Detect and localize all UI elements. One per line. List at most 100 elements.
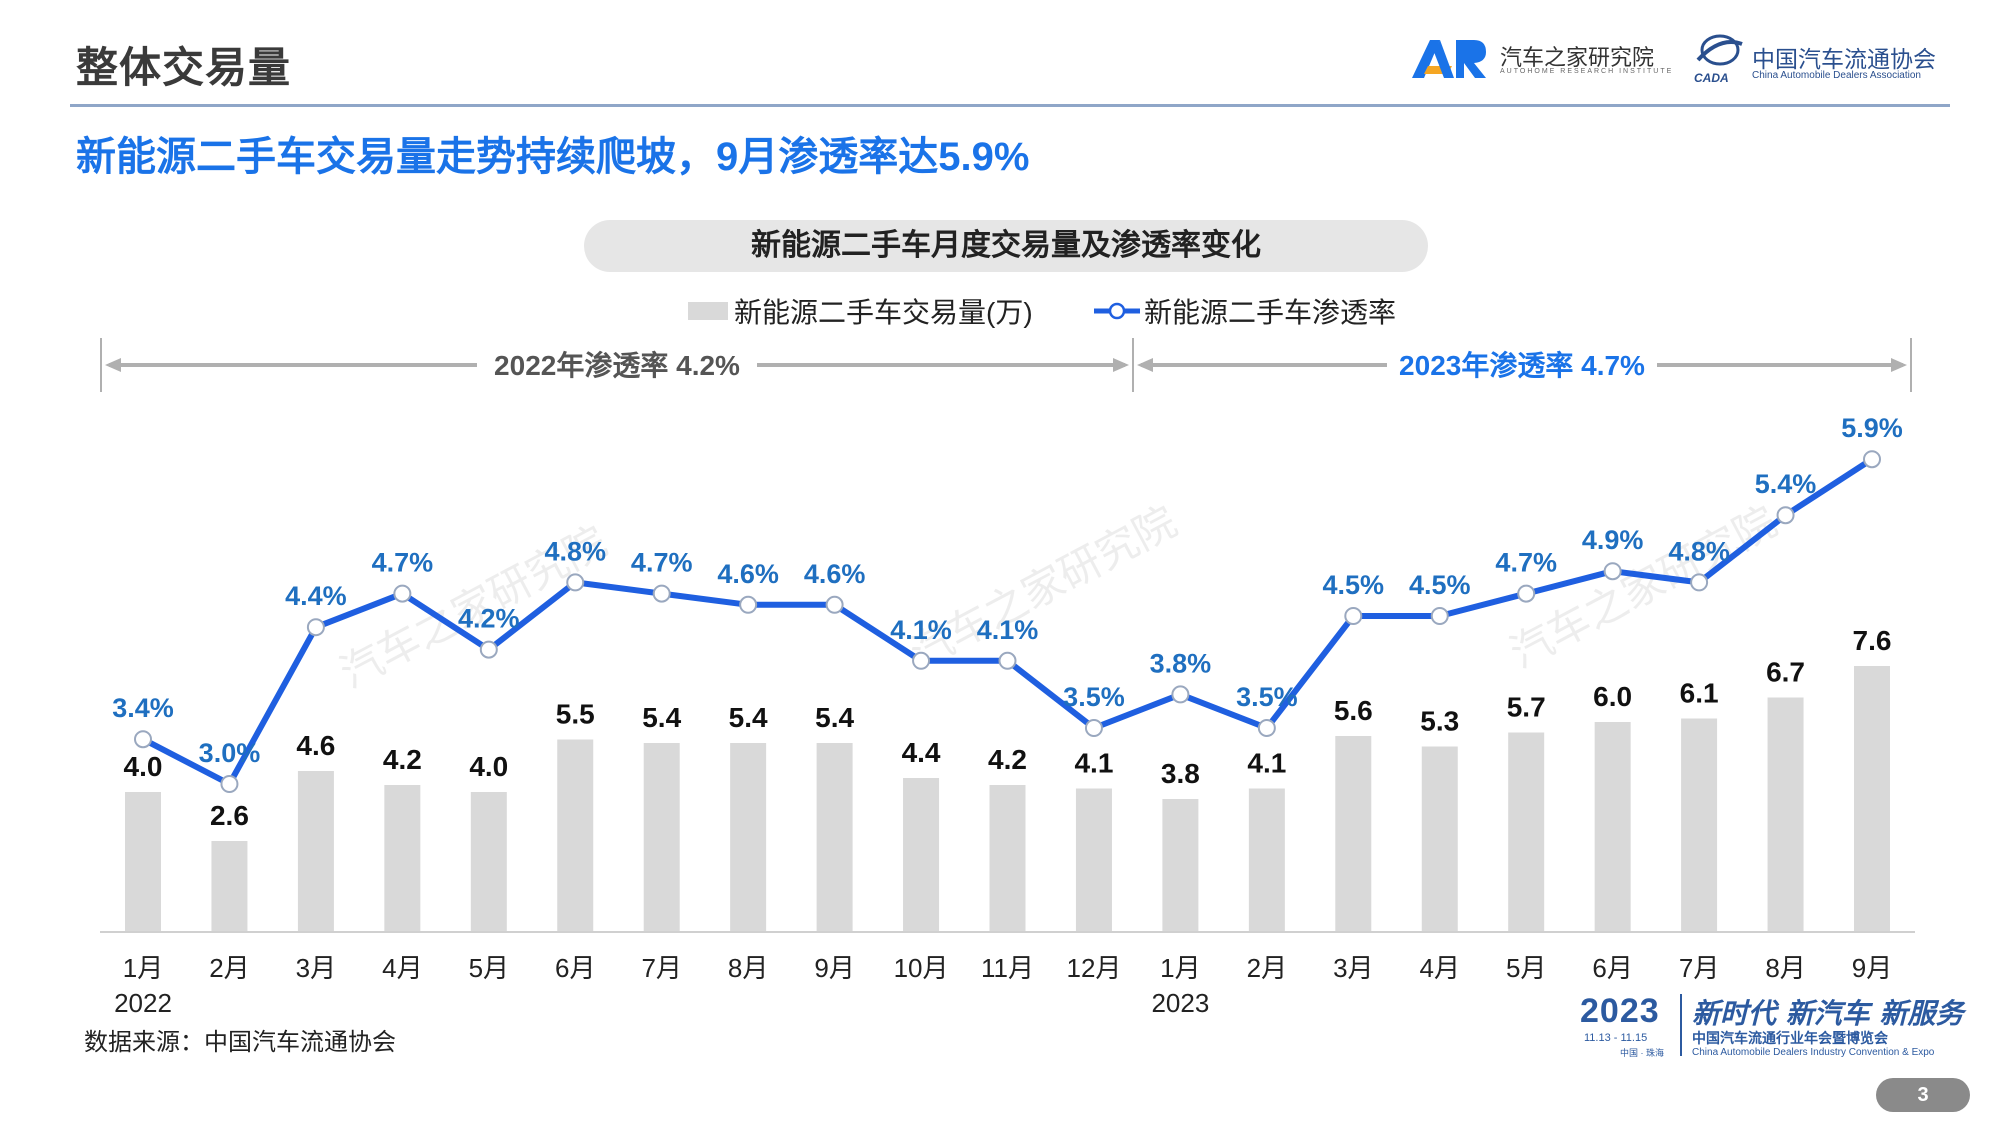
convention-slogan: 2023 11.13 - 11.15 中国 · 珠海 新时代 新汽车 新服务 中… — [1580, 992, 1980, 1062]
penetration-rate-point — [566, 573, 585, 592]
slogan-place: 中国 · 珠海 — [1620, 1048, 1664, 1058]
penetration-rate-label: 3.0% — [199, 738, 261, 768]
penetration-rate-point — [739, 595, 758, 614]
data-source-note: 数据来源：中国汽车流通协会 — [84, 1029, 396, 1056]
volume-bar — [816, 743, 853, 932]
legend-line-marker — [1108, 302, 1126, 320]
volume-bar — [1508, 732, 1545, 932]
penetration-rate-point — [1084, 719, 1103, 737]
penetration-rate-point — [825, 595, 844, 614]
volume-bar-label: 5.6 — [1334, 695, 1373, 726]
penetration-rate-label: 5.9% — [1841, 413, 1903, 443]
x-tick-label: 6月 — [1592, 953, 1632, 983]
slogan-separator — [1680, 994, 1682, 1056]
slogan-english: China Automobile Dealers Industry Conven… — [1692, 1047, 1935, 1058]
x-tick-label: 3月 — [296, 953, 336, 983]
volume-bar — [643, 743, 680, 932]
volume-bar — [1854, 666, 1890, 932]
x-tick-label: 6月 — [555, 953, 595, 983]
volume-bar — [1162, 799, 1199, 932]
penetration-rate-label: 4.7% — [1495, 548, 1557, 578]
x-year-label: 2022 — [114, 988, 172, 1018]
volume-bar — [1335, 736, 1372, 932]
penetration-rate-label: 5.4% — [1755, 469, 1817, 499]
penetration-rate-label: 3.5% — [1236, 682, 1298, 712]
penetration-rate-point — [1171, 685, 1190, 704]
volume-bar — [903, 778, 940, 932]
x-tick-label: 10月 — [894, 953, 949, 983]
penetration-rate-label: 3.8% — [1150, 648, 1212, 678]
ar-logo-mark-icon — [1412, 40, 1486, 78]
volume-bar — [297, 771, 334, 932]
penetration-rate-point — [652, 584, 671, 603]
cada-mark-text: CADA — [1694, 71, 1729, 85]
slogan-subtitle: 中国汽车流通行业年会暨博览会 — [1692, 1030, 1888, 1046]
annotation-label: 2023年渗透率 4.7% — [1399, 349, 1645, 381]
x-tick-label: 5月 — [1506, 953, 1546, 983]
x-tick-label: 1月 — [1160, 953, 1200, 983]
annotation-label: 2022年渗透率 4.2% — [494, 349, 740, 381]
x-tick-label: 9月 — [814, 953, 854, 983]
volume-bar — [1248, 788, 1285, 932]
section-title: 整体交易量 — [76, 44, 292, 91]
x-tick-label: 7月 — [1679, 953, 1719, 983]
period-annotation: 2022年渗透率 4.2% — [100, 338, 1134, 392]
penetration-rate-label: 4.6% — [717, 559, 779, 589]
x-tick-label: 7月 — [641, 953, 681, 983]
penetration-rate-label: 4.6% — [804, 559, 866, 589]
penetration-rate-point — [1690, 573, 1709, 592]
volume-bar-label: 4.4 — [902, 737, 941, 768]
volume-bar — [730, 743, 767, 932]
x-tick-label: 11月 — [981, 953, 1034, 983]
x-tick-label: 8月 — [728, 953, 768, 983]
legend-bar-label: 新能源二手车交易量(万) — [734, 297, 1033, 328]
penetration-rate-point — [393, 584, 412, 603]
penetration-rate-point — [220, 775, 239, 793]
penetration-rate-label: 4.4% — [285, 581, 347, 611]
header-divider — [70, 104, 1950, 107]
x-tick-label: 4月 — [1420, 953, 1460, 983]
penetration-rate-label: 4.9% — [1582, 525, 1644, 555]
penetration-rate-label: 3.5% — [1063, 682, 1125, 712]
x-tick-label: 8月 — [1765, 953, 1805, 983]
x-tick-label: 9月 — [1852, 953, 1892, 983]
penetration-rate-label: 4.8% — [544, 536, 606, 566]
penetration-rate-point — [306, 618, 325, 637]
penetration-rate-label: 3.4% — [112, 693, 174, 723]
chart-legend: 新能源二手车交易量(万) 新能源二手车渗透率 — [688, 297, 1396, 328]
annotation-arrowhead-right — [1113, 358, 1129, 372]
penetration-rate-label: 4.2% — [458, 604, 520, 634]
x-tick-label: 3月 — [1333, 953, 1373, 983]
cada-logo-english: China Automobile Dealers Association — [1752, 70, 1921, 81]
volume-bar-label: 5.4 — [729, 702, 768, 733]
volume-bar-label: 4.0 — [124, 751, 163, 782]
legend-bar-swatch — [688, 302, 728, 320]
penetration-rate-label: 4.5% — [1323, 570, 1385, 600]
x-tick-label: 2月 — [209, 953, 249, 983]
volume-bar-label: 6.0 — [1593, 681, 1632, 712]
cada-logo-name: 中国汽车流通协会 — [1752, 47, 1936, 73]
volume-bar — [1681, 718, 1718, 932]
annotation-arrowhead-right — [1891, 358, 1907, 372]
volume-bar-label: 4.1 — [1074, 748, 1113, 779]
volume-bar-label: 4.2 — [383, 744, 422, 775]
volume-bar-label: 5.7 — [1507, 692, 1546, 723]
volume-bar — [1421, 746, 1458, 932]
legend-line-label: 新能源二手车渗透率 — [1144, 297, 1396, 328]
x-tick-label: 4月 — [382, 953, 422, 983]
x-year-label: 2023 — [1151, 988, 1209, 1018]
volume-bar-label: 5.4 — [815, 702, 854, 733]
volume-bar — [989, 785, 1026, 932]
chart-title: 新能源二手车月度交易量及渗透率变化 — [584, 220, 1428, 272]
penetration-rate-point — [1344, 607, 1363, 625]
volume-bar — [125, 792, 161, 932]
autohome-research-logo: 汽车之家研究院 AUTOHOME RESEARCH INSTITUTE — [1410, 34, 1671, 84]
volume-bar-label: 2.6 — [210, 800, 249, 831]
watermark-text: 汽车之家研究院 — [902, 497, 1184, 677]
volume-bar — [470, 792, 507, 932]
cada-logo: CADA 中国汽车流通协会 China Automobile Dealers A… — [1690, 30, 1950, 86]
volume-bar-label: 3.8 — [1161, 758, 1200, 789]
penetration-rate-label: 4.7% — [372, 548, 434, 578]
volume-bar — [211, 841, 248, 932]
